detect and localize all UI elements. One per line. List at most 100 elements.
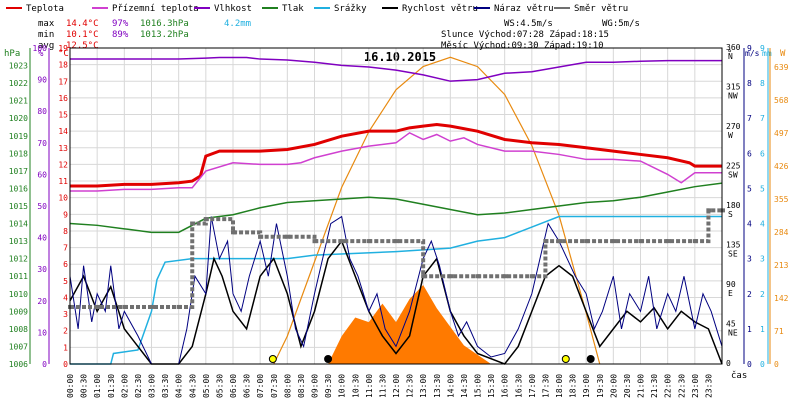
- unit-percent: %: [38, 49, 44, 59]
- wind-speed-info: WS:4.5m/s: [504, 19, 553, 29]
- temperature_c-tick-14: 14: [58, 127, 68, 136]
- solar-tick-6: 426: [774, 162, 789, 171]
- wind-dir-point-13: [394, 239, 399, 244]
- rain-tick-4: 4: [760, 220, 765, 229]
- x-tick-10: 05:00: [202, 374, 211, 398]
- unit-watt: W: [780, 49, 786, 59]
- x-tick-36: 18:00: [555, 374, 564, 398]
- stat-avg-label: avg: [38, 41, 54, 51]
- plot-frame: [69, 47, 723, 365]
- x-tick-1: 00:30: [80, 374, 89, 398]
- series-4-line: [70, 215, 722, 365]
- wind-dir-label-7: NW: [728, 92, 738, 101]
- wind-dir-label-4: S: [728, 210, 733, 219]
- pressure_hpa-tick-3: 1009: [9, 307, 28, 316]
- temperature_c-tick-19: 19: [58, 44, 68, 53]
- wind-speed-tick-7: 7: [747, 114, 752, 123]
- temperature_c-tick-5: 5: [63, 277, 68, 286]
- temperature_c-tick-2: 2: [63, 327, 68, 336]
- sunrise-marker: [268, 355, 277, 363]
- stat-avg-temp: 12.5°C: [66, 41, 99, 51]
- solar-tick-3: 213: [774, 261, 789, 270]
- moonrise-marker: [324, 355, 333, 363]
- x-axis: 00:00 00:30 01:00 01:30 02:00 02:30 03:00 03:30…: [66, 374, 713, 398]
- wind-dir-tick-5: 225: [726, 162, 741, 171]
- sun-info: Slunce Východ:07:28 Západ:18:15: [441, 30, 609, 40]
- wind-dir-label-1: NE: [728, 329, 738, 338]
- unit-celsius: °C: [58, 49, 69, 59]
- humidity_pct-tick-10: 100: [33, 44, 48, 53]
- wind-speed-tick-8: 8: [747, 79, 752, 88]
- x-tick-14: 07:00: [256, 374, 265, 398]
- pressure_hpa-tick-7: 1013: [9, 237, 28, 246]
- legend-label-1: Přízemní teplota: [112, 4, 199, 14]
- pressure_hpa-tick-5: 1011: [9, 272, 28, 281]
- wind-direction-series: [70, 208, 722, 309]
- stat-min-label: min: [38, 30, 54, 40]
- left-axes: 1006100710081009101010111012101310141015…: [9, 44, 71, 369]
- solar-tick-8: 568: [774, 96, 789, 105]
- legend-label-5: Rychlost větru: [402, 4, 478, 14]
- rain-tick-3: 3: [760, 255, 765, 264]
- solar-tick-5: 355: [774, 195, 789, 204]
- humidity_pct-tick-8: 80: [37, 107, 47, 116]
- x-tick-18: 09:00: [311, 374, 320, 398]
- rain-tick-9: 9: [760, 44, 765, 53]
- x-tick-34: 17:00: [528, 374, 537, 398]
- pressure_hpa-tick-6: 1012: [9, 255, 28, 264]
- stat-max-pressure: 1016.3hPa: [140, 19, 189, 29]
- x-tick-2: 01:00: [93, 374, 102, 398]
- x-tick-22: 11:00: [365, 374, 374, 398]
- temperature_c-tick-17: 17: [58, 77, 68, 86]
- temperature_c-tick-4: 4: [63, 293, 68, 302]
- x-tick-26: 13:00: [419, 374, 428, 398]
- unit-ms: m/s: [745, 49, 760, 58]
- wind-dir-label-5: SW: [728, 171, 738, 180]
- legend-label-0: Teplota: [26, 4, 64, 14]
- series-3-line: [69, 182, 723, 234]
- wind-gust-info: WG:5m/s: [602, 19, 640, 29]
- temperature_c-tick-16: 16: [58, 94, 68, 103]
- humidity_pct-tick-9: 90: [37, 76, 47, 85]
- x-tick-31: 15:30: [487, 374, 496, 398]
- x-tick-38: 19:00: [582, 374, 591, 398]
- x-tick-12: 06:00: [229, 374, 238, 398]
- series-layer: [68, 56, 725, 365]
- x-tick-15: 07:30: [270, 374, 279, 398]
- humidity_pct-tick-1: 10: [37, 328, 47, 337]
- x-tick-9: 04:30: [188, 374, 197, 398]
- x-tick-6: 03:00: [148, 374, 157, 398]
- stat-max-temp: 14.4°C: [66, 19, 99, 29]
- legend: Teplota Přízemní teplota Vlhkost Tlak Srážky…: [6, 4, 628, 14]
- x-tick-41: 20:30: [623, 374, 632, 398]
- humidity_pct-tick-3: 30: [37, 265, 47, 274]
- wind-dir-label-3: SE: [728, 250, 738, 259]
- unit-mm: mm: [762, 49, 772, 58]
- solar-tick-2: 142: [774, 294, 789, 303]
- sunset-marker: [561, 355, 570, 363]
- solar-tick-9: 639: [774, 63, 789, 72]
- pressure_hpa-tick-10: 1016: [9, 184, 28, 193]
- wind-speed-tick-3: 3: [747, 255, 752, 264]
- humidity_pct-tick-6: 60: [37, 170, 47, 179]
- x-tick-20: 10:00: [338, 374, 347, 398]
- series-1-line: [70, 131, 722, 192]
- pressure_hpa-tick-1: 1007: [9, 342, 28, 351]
- wind-dir-tick-1: 45: [726, 320, 736, 329]
- x-tick-30: 15:00: [474, 374, 483, 398]
- x-tick-16: 08:00: [283, 374, 292, 398]
- wind-dir-tick-3: 135: [726, 241, 741, 250]
- x-tick-0: 00:00: [66, 374, 75, 398]
- chart-title: 16.10.2015: [364, 50, 436, 64]
- wind-dir-label-8: N: [728, 52, 733, 61]
- wind-speed-tick-1: 1: [747, 325, 752, 334]
- wind-sun-info: WS:4.5m/s WG:5m/s Slunce Východ:07:28 Zá…: [441, 19, 640, 51]
- x-tick-19: 09:30: [324, 374, 333, 398]
- wind-dir-tick-6: 270: [726, 122, 741, 131]
- x-tick-23: 11:30: [378, 374, 387, 398]
- solar-radiation-line: [273, 56, 601, 365]
- legend-label-7: Směr větru: [574, 4, 628, 14]
- x-tick-28: 14:00: [446, 374, 455, 398]
- pressure_hpa-tick-14: 1020: [9, 114, 28, 123]
- wind-dir-label-2: E: [728, 289, 733, 298]
